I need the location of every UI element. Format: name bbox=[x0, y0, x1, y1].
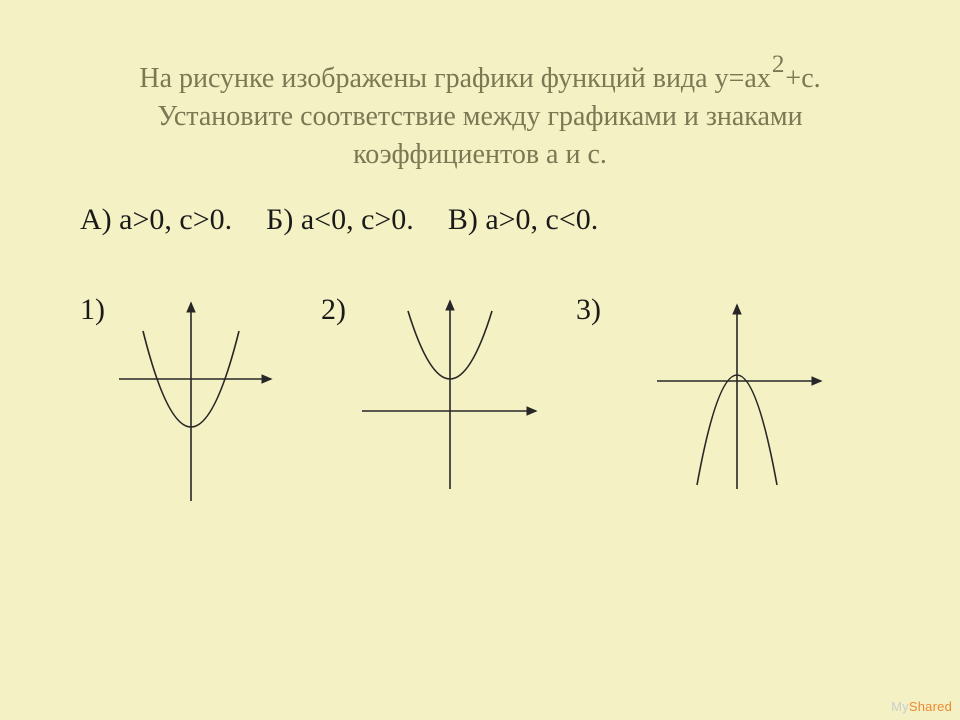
title-line-1-post: +c. bbox=[785, 63, 820, 94]
answer-options-row: А) a>0, c>0. Б) a<0, c>0. В) a>0, c<0. bbox=[80, 203, 880, 237]
graph-3-svg bbox=[649, 293, 829, 493]
graph-1-label: 1) bbox=[80, 293, 105, 327]
title-line-2: Установите соответствие между графиками … bbox=[80, 98, 880, 136]
graph-2-svg bbox=[352, 293, 542, 493]
option-b: Б) a<0, c>0. bbox=[266, 203, 414, 237]
graph-3-cell: 3) bbox=[576, 293, 829, 493]
graph-2-label: 2) bbox=[321, 293, 346, 327]
title-line-1: На рисунке изображены графики функций ви… bbox=[80, 60, 880, 98]
title-exponent: 2 bbox=[772, 51, 785, 78]
graph-2-cell: 2) bbox=[321, 293, 542, 493]
title-line-3: коэффициентов a и c. bbox=[80, 136, 880, 174]
title-exponent-wrap: 2 bbox=[771, 63, 786, 94]
watermark-part-1: My bbox=[891, 699, 909, 714]
option-a: А) a>0, c>0. bbox=[80, 203, 232, 237]
slide-content: На рисунке изображены графики функций ви… bbox=[0, 0, 960, 720]
watermark: MyShared bbox=[891, 699, 952, 714]
graph-3-label: 3) bbox=[576, 293, 601, 327]
watermark-part-2: Shared bbox=[909, 699, 952, 714]
graphs-row: 1) 2) bbox=[80, 293, 880, 513]
graph-1-cell: 1) bbox=[80, 293, 281, 513]
option-v: В) a>0, c<0. bbox=[448, 203, 598, 237]
graph-1-svg bbox=[111, 293, 281, 513]
question-title: На рисунке изображены графики функций ви… bbox=[80, 60, 880, 173]
title-line-1-pre: На рисунке изображены графики функций ви… bbox=[139, 63, 770, 94]
